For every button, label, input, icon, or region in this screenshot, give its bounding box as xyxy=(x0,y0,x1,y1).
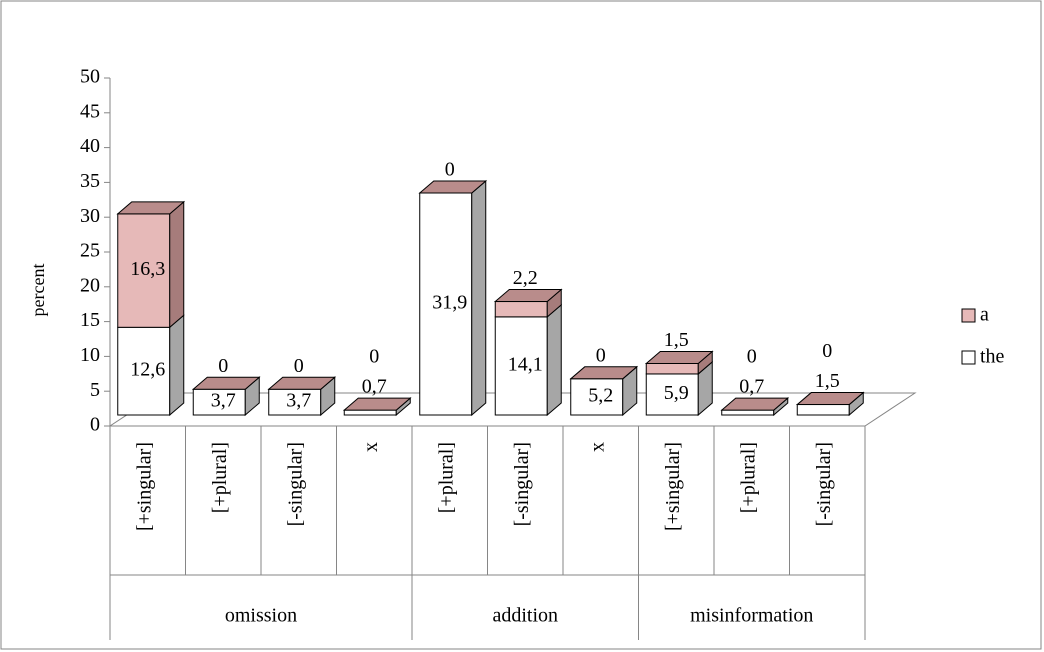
group-label: omission xyxy=(225,605,297,627)
y-tick-label: 35 xyxy=(80,170,100,192)
value-label: 0,7 xyxy=(739,376,764,398)
x-tick-label: [-singular] xyxy=(284,442,306,526)
y-tick-label: 10 xyxy=(80,344,100,366)
bar-top xyxy=(569,366,639,380)
bar-segment xyxy=(796,404,850,416)
y-tick-label: 20 xyxy=(80,274,100,296)
y-tick-label: 0 xyxy=(90,414,100,436)
x-tick-label: [+plural] xyxy=(209,442,231,513)
y-tick-label: 40 xyxy=(80,135,100,157)
bar-side xyxy=(471,179,487,417)
bar-top xyxy=(493,289,563,303)
bar-segment xyxy=(268,388,322,416)
legend-label: a xyxy=(980,304,989,326)
bar-segment xyxy=(721,409,775,416)
x-tick-label: [-singular] xyxy=(511,442,533,526)
value-label: 0 xyxy=(445,159,455,181)
value-label: 5,9 xyxy=(664,382,689,404)
y-tick-label: 45 xyxy=(80,100,100,122)
x-tick-label: [+singular] xyxy=(662,442,684,531)
bar-segment xyxy=(419,192,473,416)
value-label: 16,3 xyxy=(130,258,165,280)
value-label: 0 xyxy=(747,346,757,368)
legend-swatch xyxy=(961,350,976,365)
bar-top xyxy=(342,397,412,411)
bar-top xyxy=(720,397,790,411)
bar-side xyxy=(169,314,185,417)
value-label: 0,7 xyxy=(362,376,387,398)
y-tick-label: 5 xyxy=(90,379,100,401)
value-label: 0 xyxy=(218,355,228,377)
bar-segment xyxy=(117,326,171,416)
bar-segment xyxy=(494,316,548,416)
bar-top xyxy=(116,201,186,215)
y-tick-label: 50 xyxy=(80,66,100,88)
bar-top xyxy=(644,350,714,364)
bar-side xyxy=(546,303,562,417)
value-label: 1,5 xyxy=(815,370,840,392)
x-tick-label: [+plural] xyxy=(435,442,457,513)
group-label: misinformation xyxy=(690,605,813,627)
bar-segment xyxy=(645,373,699,416)
bar-top xyxy=(267,376,337,390)
value-label: 14,1 xyxy=(508,354,543,376)
value-label: 1,5 xyxy=(664,329,689,351)
y-axis-label: percent xyxy=(28,264,48,317)
bar-segment xyxy=(192,388,246,416)
bar-segment xyxy=(645,362,699,375)
x-tick-label: x xyxy=(360,442,382,452)
legend-label: the xyxy=(980,346,1005,368)
bar-segment xyxy=(117,213,171,328)
group-label: addition xyxy=(492,605,558,627)
value-label: 0 xyxy=(294,355,304,377)
value-label: 0 xyxy=(369,346,379,368)
value-label: 0 xyxy=(822,340,832,362)
y-tick-label: 25 xyxy=(80,240,100,262)
value-label: 31,9 xyxy=(432,292,467,314)
bar-top xyxy=(191,376,261,390)
value-label: 3,7 xyxy=(211,390,236,412)
x-tick-label: [-singular] xyxy=(813,442,835,526)
bar-side xyxy=(169,200,185,329)
y-tick-label: 30 xyxy=(80,205,100,227)
value-label: 0 xyxy=(596,344,606,366)
x-tick-label: [+plural] xyxy=(737,442,759,513)
bar-segment xyxy=(343,409,397,416)
legend-swatch xyxy=(961,308,976,323)
value-label: 12,6 xyxy=(130,359,165,381)
x-tick-label: x xyxy=(586,442,608,452)
bar-segment xyxy=(494,301,548,318)
value-label: 5,2 xyxy=(588,384,613,406)
value-label: 2,2 xyxy=(513,267,538,289)
y-tick-label: 15 xyxy=(80,309,100,331)
value-label: 3,7 xyxy=(286,390,311,412)
bar-top xyxy=(418,180,488,194)
bar-top xyxy=(795,392,865,406)
x-tick-label: [+singular] xyxy=(133,442,155,531)
